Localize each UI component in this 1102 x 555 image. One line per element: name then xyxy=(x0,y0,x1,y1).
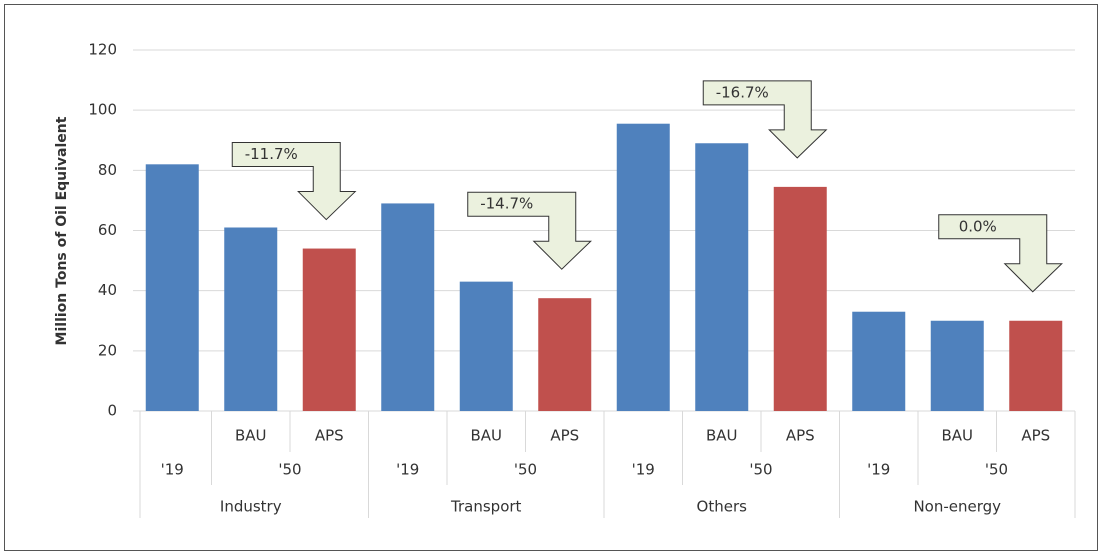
x-tick-label: BAU xyxy=(706,427,738,445)
frame xyxy=(4,4,1098,551)
bar xyxy=(1009,320,1063,411)
year-label: '19 xyxy=(867,461,890,479)
bar xyxy=(302,248,356,411)
x-tick-label: APS xyxy=(550,427,579,445)
year-label: '19 xyxy=(396,461,419,479)
bar xyxy=(930,320,984,411)
bar xyxy=(695,143,749,411)
bar xyxy=(145,164,199,411)
annotation-label: 0.0% xyxy=(959,217,997,235)
year-label: '50 xyxy=(514,461,537,479)
y-tick-label: 20 xyxy=(98,341,117,359)
annotation-arrow xyxy=(702,80,828,159)
year-label: '50 xyxy=(749,461,772,479)
annotation-arrow xyxy=(938,214,1063,293)
group-label: Others xyxy=(697,498,748,516)
x-tick-label: BAU xyxy=(235,427,267,445)
y-tick-label: 0 xyxy=(107,402,117,420)
y-tick-label: 100 xyxy=(88,101,117,119)
year-label: '50 xyxy=(985,461,1008,479)
y-axis-title: Million Tons of Oil Equivalent xyxy=(54,116,70,345)
group-label: Industry xyxy=(220,498,282,516)
bar xyxy=(538,298,592,411)
year-label: '50 xyxy=(278,461,301,479)
x-tick-label: APS xyxy=(315,427,344,445)
x-tick-label: BAU xyxy=(470,427,502,445)
bar xyxy=(852,311,906,411)
x-tick-label: APS xyxy=(786,427,815,445)
annotation-arrow xyxy=(231,142,357,221)
bar xyxy=(381,203,435,411)
year-label: '19 xyxy=(161,461,184,479)
bar xyxy=(224,227,278,411)
group-label: Non-energy xyxy=(913,498,1001,516)
annotation-label: -14.7% xyxy=(480,195,533,213)
annotation-label: -16.7% xyxy=(716,83,769,101)
y-tick-label: 120 xyxy=(88,41,117,59)
x-tick-label: BAU xyxy=(941,427,973,445)
x-tick-label: APS xyxy=(1021,427,1050,445)
bar xyxy=(459,281,513,411)
year-label: '19 xyxy=(632,461,655,479)
y-tick-label: 80 xyxy=(98,161,117,179)
annotation-arrow xyxy=(467,191,592,270)
group-label: Transport xyxy=(450,498,522,516)
annotation-label: -11.7% xyxy=(245,145,298,163)
y-tick-label: 60 xyxy=(98,221,117,239)
y-tick-label: 40 xyxy=(98,281,117,299)
bar xyxy=(616,123,670,412)
bar xyxy=(773,186,827,411)
